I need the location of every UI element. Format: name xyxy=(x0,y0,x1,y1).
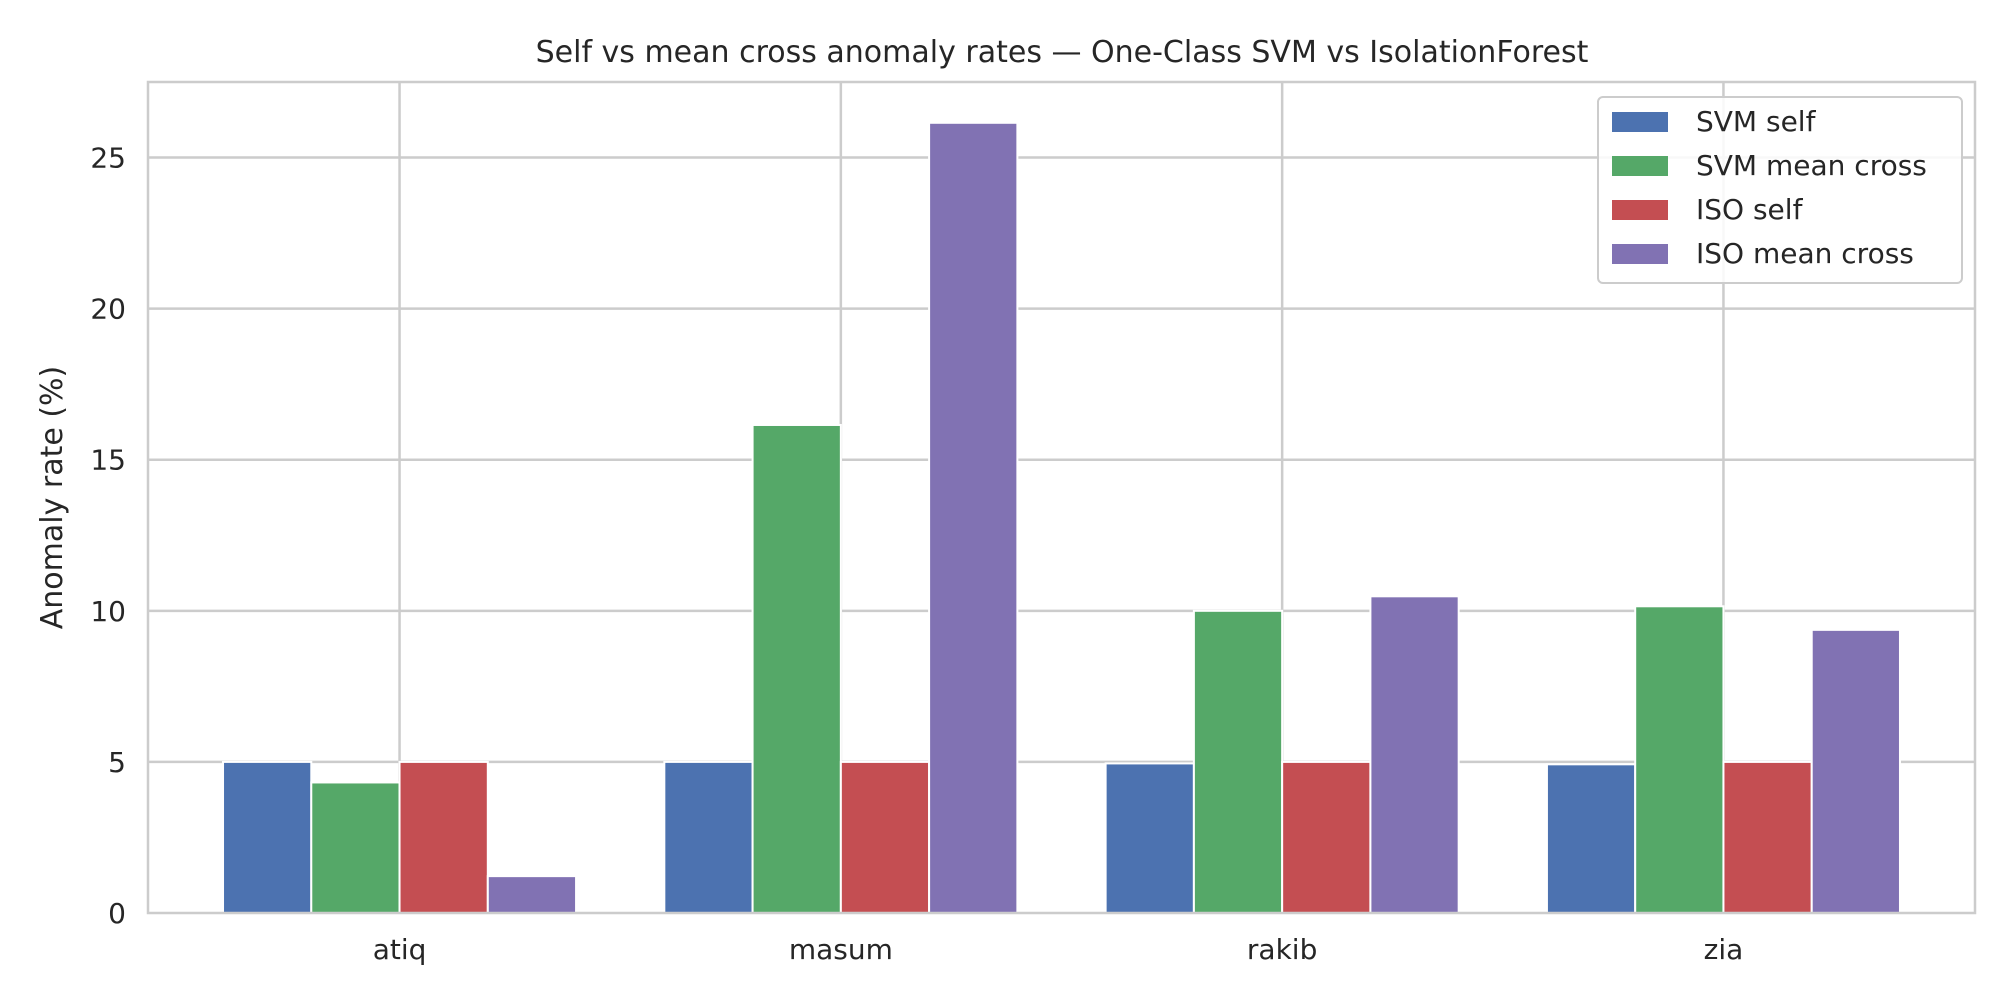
legend-swatch xyxy=(1612,200,1668,220)
legend-label: ISO self xyxy=(1696,193,1804,226)
legend-swatch xyxy=(1612,112,1668,132)
y-tick-label: 15 xyxy=(90,444,126,477)
bar xyxy=(222,760,313,915)
bar xyxy=(751,423,842,914)
bar xyxy=(1104,762,1195,914)
x-tick-label: zia xyxy=(1704,933,1744,966)
legend-swatch xyxy=(1612,156,1668,176)
y-tick-label: 25 xyxy=(90,142,126,175)
chart-title: Self vs mean cross anomaly rates — One-C… xyxy=(536,35,1589,70)
y-tick-label: 20 xyxy=(90,293,126,326)
x-tick-label: masum xyxy=(789,933,893,966)
bar xyxy=(663,760,754,915)
bar xyxy=(1281,760,1372,915)
bar xyxy=(310,781,401,914)
y-tick-label: 5 xyxy=(108,746,126,779)
bar xyxy=(486,875,578,914)
bar xyxy=(398,760,489,915)
bar xyxy=(1192,609,1284,914)
x-tick-label: rakib xyxy=(1247,933,1317,966)
bar xyxy=(1810,628,1901,915)
legend-swatch xyxy=(1612,244,1668,264)
y-tick-label: 10 xyxy=(90,595,126,628)
plot-frame xyxy=(146,80,1977,915)
bar xyxy=(839,760,931,915)
bar xyxy=(1634,605,1725,914)
legend-label: SVM self xyxy=(1696,105,1817,138)
x-tick-label: atiq xyxy=(373,933,427,966)
x-axis-ticks: atiq masum rakib zia xyxy=(373,933,1744,966)
bar xyxy=(1545,763,1637,914)
y-tick-label: 0 xyxy=(108,897,126,930)
y-axis-ticks: 0 5 10 15 20 25 xyxy=(90,142,126,930)
y-axis-label: Anomaly rate (%) xyxy=(35,366,70,630)
legend: SVM self SVM mean cross ISO self ISO mean c… xyxy=(1597,96,1963,284)
bar xyxy=(1722,760,1813,915)
legend-box xyxy=(1597,96,1963,284)
bar xyxy=(1369,595,1460,915)
bars xyxy=(222,121,1901,915)
legend-label: ISO mean cross xyxy=(1696,237,1914,270)
legend-label: SVM mean cross xyxy=(1696,149,1927,182)
bar xyxy=(928,121,1019,914)
